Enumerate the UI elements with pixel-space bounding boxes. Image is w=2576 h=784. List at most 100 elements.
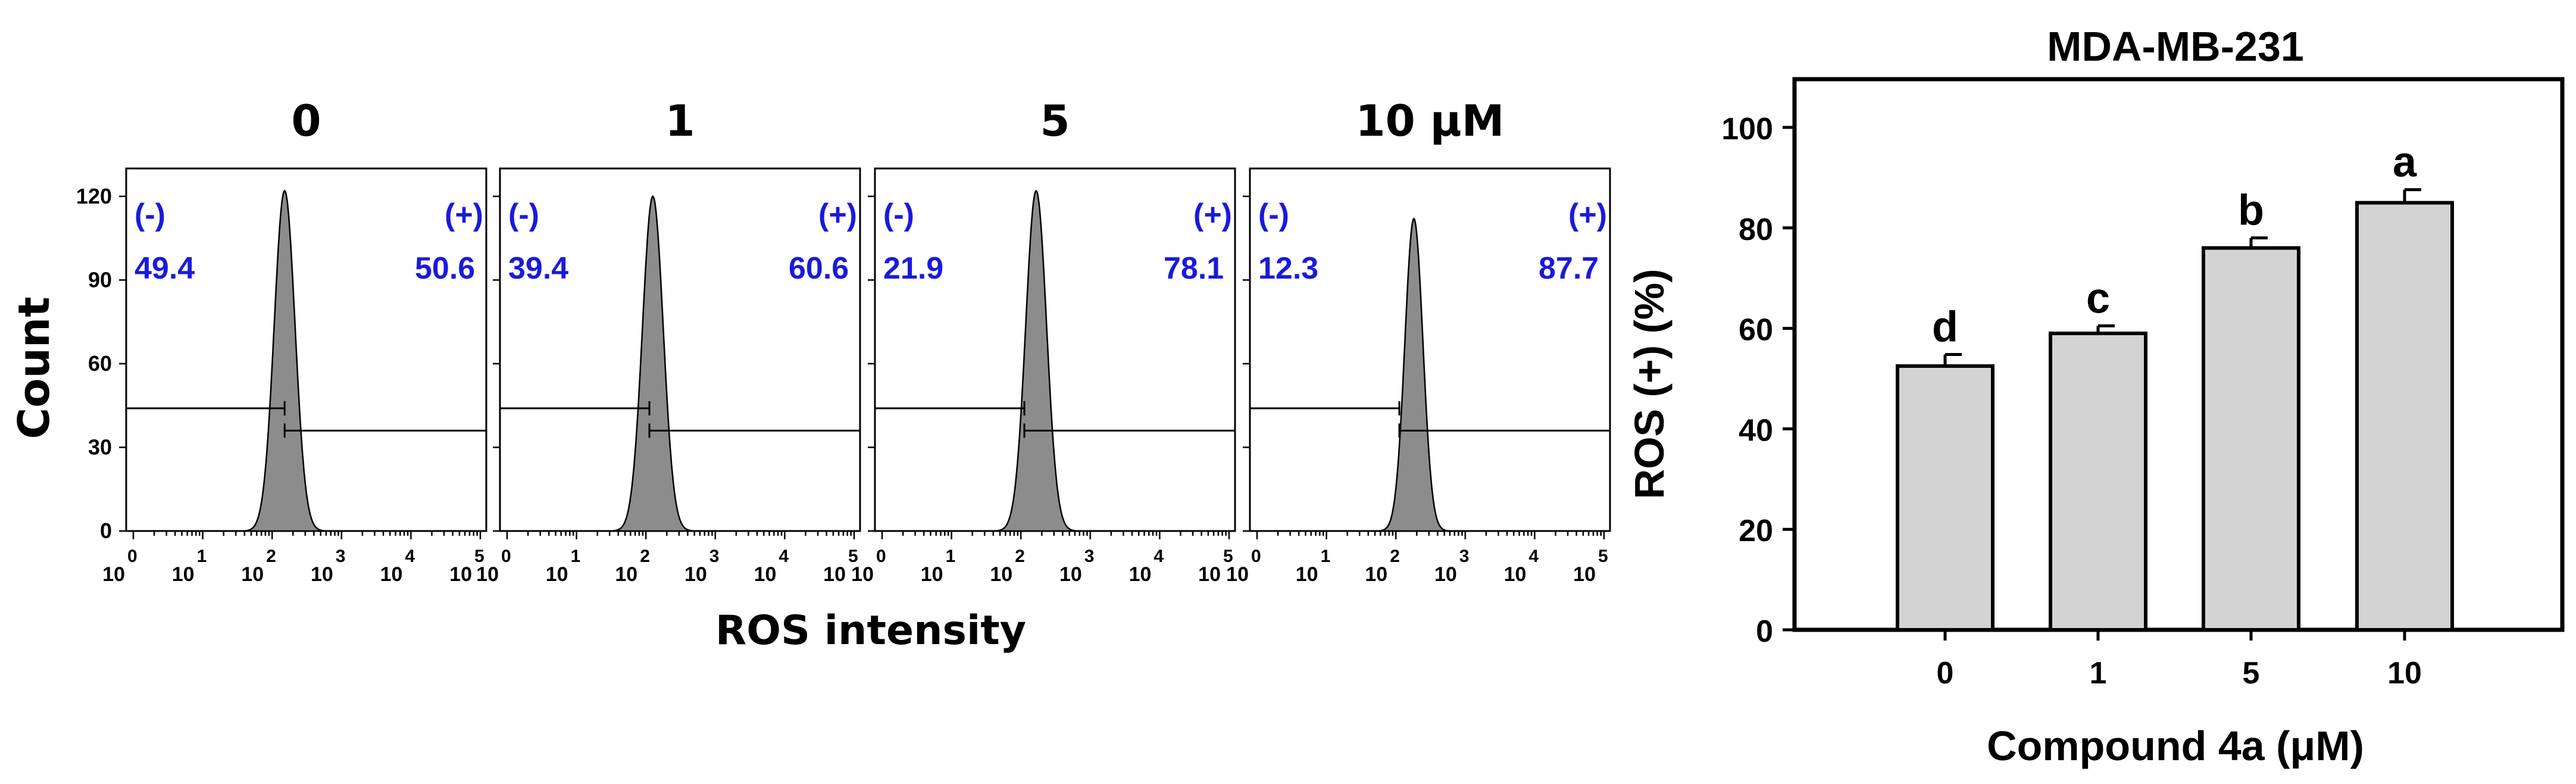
x-tick-label-exponent: 0	[876, 546, 886, 566]
x-tick-label-base: 10	[380, 563, 403, 586]
x-tick-label-exponent: 4	[779, 546, 789, 566]
y-tick-label: 0	[100, 518, 112, 543]
bar-1	[2049, 332, 2147, 632]
x-tick-label-exponent: 2	[1390, 546, 1400, 566]
x-tick-label-exponent: 1	[1321, 546, 1331, 566]
x-tick-label-exponent: 2	[266, 546, 276, 566]
x-tick-label-exponent: 1	[946, 546, 956, 566]
histogram-panel-frame	[499, 167, 861, 532]
significance-label-2: b	[2238, 187, 2264, 235]
x-tick-label-exponent: 3	[709, 546, 720, 566]
bar-chart-title: MDA-MB-231	[2047, 23, 2304, 70]
x-tick-label-exponent: 2	[640, 546, 650, 566]
x-tick-label-base: 10	[851, 563, 874, 586]
x-tick-label-exponent: 4	[1528, 546, 1539, 566]
y-tick-label: 120	[76, 184, 112, 208]
bar-x-tick-label: 1	[2090, 656, 2107, 691]
bar-2	[2202, 246, 2300, 632]
histogram-x-axis-label: ROS intensity	[715, 607, 1026, 654]
x-tick-label-exponent: 5	[1598, 546, 1608, 566]
bar-y-tick-label: 40	[1739, 413, 1773, 448]
histogram-panel-frame	[125, 167, 487, 532]
significance-label-3: a	[2393, 139, 2417, 186]
x-tick-label-exponent: 1	[197, 546, 207, 566]
positive-gate-label: (+)	[1568, 198, 1607, 232]
histogram-peak	[958, 189, 1118, 532]
positive-percent: 60.6	[789, 251, 849, 286]
x-tick-label-base: 10	[990, 563, 1012, 586]
x-tick-label-base: 10	[823, 563, 846, 586]
bar-y-tick-label: 80	[1739, 213, 1773, 247]
x-tick-label-base: 10	[1129, 563, 1152, 586]
histogram-panel-title: 1	[665, 96, 695, 146]
negative-percent: 12.3	[1258, 251, 1318, 286]
negative-percent: 21.9	[883, 251, 943, 286]
x-tick-label-base: 10	[684, 563, 707, 586]
positive-percent: 87.7	[1539, 251, 1599, 286]
ros-histogram-panels: Count ROS intensity 0(-) (+)49.4 50.610010…	[9, 96, 1611, 654]
bar-y-tick-label: 20	[1739, 514, 1773, 548]
y-tick-label: 90	[88, 267, 112, 292]
bar-0	[1896, 364, 1994, 632]
negative-gate-label: (-)	[1258, 198, 1289, 232]
x-tick-label-exponent: 3	[336, 546, 346, 566]
positive-gate-label: (+)	[445, 198, 483, 232]
positive-gate-label: (+)	[818, 198, 857, 232]
y-tick-label: 60	[88, 351, 112, 376]
negative-percent: 39.4	[508, 251, 568, 286]
histogram-peak	[210, 189, 370, 532]
x-tick-label-exponent: 0	[127, 546, 137, 566]
x-tick-label-exponent: 3	[1084, 546, 1095, 566]
x-tick-label-base: 10	[546, 563, 568, 586]
histogram-peak	[583, 195, 743, 532]
x-tick-label-exponent: 4	[1153, 546, 1164, 566]
x-tick-label-base: 10	[615, 563, 637, 586]
x-tick-label-base: 10	[1365, 563, 1387, 586]
y-tick-label: 30	[88, 435, 112, 459]
bar-chart-plot-area: 0 20 40 60 80 100 d 0 c 1 b 5 a 10	[1721, 112, 2454, 691]
bar-y-tick-label: 0	[1756, 614, 1773, 649]
x-tick-label-base: 10	[1434, 563, 1457, 586]
x-tick-label-base: 10	[102, 563, 125, 586]
x-tick-label-exponent: 3	[1459, 546, 1470, 566]
negative-gate-label: (-)	[508, 198, 539, 232]
x-tick-label-exponent: 4	[405, 546, 415, 566]
x-tick-label-exponent: 0	[501, 546, 511, 566]
x-tick-label-base: 10	[1296, 563, 1318, 586]
bar-3	[2355, 201, 2454, 632]
bar-x-tick-label: 5	[2243, 656, 2260, 691]
x-tick-label-base: 10	[172, 563, 195, 586]
significance-label-1: c	[2086, 274, 2110, 322]
x-tick-label-base: 10	[1059, 563, 1082, 586]
x-tick-label-base: 10	[476, 563, 499, 586]
x-tick-label-base: 10	[1573, 563, 1596, 586]
x-tick-label-base: 10	[449, 563, 472, 586]
x-tick-label-exponent: 5	[848, 546, 858, 566]
x-tick-label-base: 10	[1504, 563, 1527, 586]
histogram-panel-title: 0	[291, 96, 321, 146]
x-tick-label-exponent: 5	[1223, 546, 1233, 566]
positive-gate-label: (+)	[1193, 198, 1232, 232]
bar-y-tick-label: 100	[1721, 112, 1773, 146]
x-tick-label-exponent: 5	[474, 546, 484, 566]
ros-bar-chart: MDA-MB-231 ROS (+) (%) Compound 4a (μM) …	[1626, 23, 2565, 769]
positive-percent: 78.1	[1164, 251, 1224, 286]
positive-percent: 50.6	[415, 251, 475, 286]
bar-chart-x-axis-label: Compound 4a (μM)	[1987, 723, 2364, 769]
x-tick-label-base: 10	[1226, 563, 1249, 586]
bar-chart-frame	[1792, 77, 2565, 632]
negative-gate-label: (-)	[135, 198, 165, 232]
x-tick-label-base: 10	[241, 563, 264, 586]
x-tick-label-base: 10	[1198, 563, 1221, 586]
histogram-peak	[1333, 217, 1493, 532]
histogram-panel-0: 0(-) (+)49.4 50.61001011021031041050306090…	[76, 96, 487, 586]
histogram-panel-title: 5	[1040, 96, 1070, 146]
bar-chart-y-axis-label: ROS (+) (%)	[1626, 269, 1672, 499]
x-tick-label-exponent: 2	[1015, 546, 1025, 566]
x-tick-label-base: 10	[921, 563, 943, 586]
negative-percent: 49.4	[135, 251, 195, 286]
